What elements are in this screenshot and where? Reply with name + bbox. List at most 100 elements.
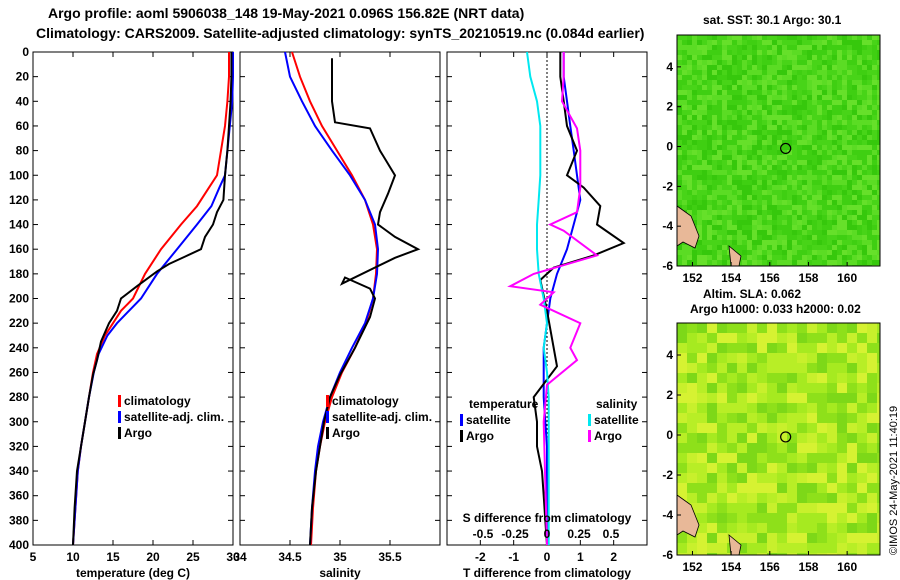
map-cell — [852, 235, 857, 240]
map-cell — [717, 463, 727, 473]
map-cell — [682, 65, 687, 70]
map-cell — [757, 423, 767, 433]
map-cell — [702, 150, 707, 155]
map-cell — [687, 493, 697, 503]
map-cell — [712, 225, 717, 230]
map-cell — [697, 70, 702, 75]
map-cell — [697, 40, 702, 45]
map-cell — [837, 95, 842, 100]
map-cell — [747, 353, 757, 363]
map-cell — [777, 403, 787, 413]
map-cell — [852, 55, 857, 60]
map-cell — [792, 70, 797, 75]
map-cell — [727, 200, 732, 205]
map-cell — [732, 80, 737, 85]
map-cell — [862, 135, 867, 140]
map-cell — [842, 35, 847, 40]
map-cell — [867, 533, 877, 543]
map-cell — [702, 240, 707, 245]
map-cell — [862, 230, 867, 235]
map-cell — [727, 85, 732, 90]
map-cell — [842, 170, 847, 175]
map-cell — [797, 90, 802, 95]
map-cell — [757, 553, 767, 555]
map-cell — [832, 250, 837, 255]
map-cell — [727, 373, 737, 383]
map-cell — [682, 55, 687, 60]
map-cell — [802, 260, 807, 265]
map-cell — [797, 250, 802, 255]
map-cell — [877, 190, 880, 195]
map-cell — [822, 205, 827, 210]
map-cell — [737, 145, 742, 150]
map-cell — [682, 60, 687, 65]
map-cell — [852, 180, 857, 185]
map-cell — [782, 95, 787, 100]
map-cell — [707, 40, 712, 45]
map-cell — [762, 40, 767, 45]
map-cell — [712, 130, 717, 135]
map-cell — [707, 155, 712, 160]
map-cell — [827, 255, 832, 260]
map-cell — [712, 50, 717, 55]
map-cell — [702, 220, 707, 225]
map-cell — [747, 225, 752, 230]
map-cell — [827, 393, 837, 403]
map-cell — [762, 140, 767, 145]
map-cell — [837, 413, 847, 423]
map-cell — [797, 323, 807, 333]
map-cell — [872, 255, 877, 260]
map-cell — [832, 60, 837, 65]
map-cell — [817, 323, 827, 333]
map-cell — [677, 135, 682, 140]
map-cell — [832, 165, 837, 170]
map-cell — [697, 205, 702, 210]
map-cell — [737, 120, 742, 125]
map-cell — [722, 135, 727, 140]
map-cell — [822, 245, 827, 250]
map-cell — [812, 230, 817, 235]
y-tick-label: 260 — [9, 365, 29, 379]
map-cell — [772, 60, 777, 65]
map-cell — [867, 165, 872, 170]
map-cell — [842, 165, 847, 170]
map-cell — [692, 95, 697, 100]
map-cell — [687, 413, 697, 423]
map-cell — [757, 255, 762, 260]
map-cell — [752, 185, 757, 190]
map-cell — [677, 35, 682, 40]
map-cell — [867, 145, 872, 150]
map-cell — [732, 65, 737, 70]
map-cell — [782, 140, 787, 145]
map-cell — [772, 120, 777, 125]
map-cell — [702, 80, 707, 85]
map-cell — [762, 120, 767, 125]
map-cell — [697, 75, 702, 80]
map-cell — [702, 55, 707, 60]
map-cell — [767, 215, 772, 220]
map-cell — [832, 135, 837, 140]
map-cell — [822, 175, 827, 180]
map-cell — [737, 80, 742, 85]
map-cell — [737, 543, 747, 553]
map-cell — [747, 125, 752, 130]
map-cell — [842, 215, 847, 220]
map-cell — [872, 250, 877, 255]
map-cell — [717, 403, 727, 413]
map-cell — [752, 40, 757, 45]
map-cell — [837, 100, 842, 105]
map-cell — [712, 230, 717, 235]
map-cell — [797, 65, 802, 70]
map-cell — [712, 145, 717, 150]
map-cell — [767, 190, 772, 195]
map-cell — [852, 220, 857, 225]
map-cell — [867, 255, 872, 260]
map-cell — [807, 35, 812, 40]
map-cell — [717, 65, 722, 70]
map-cell — [722, 35, 727, 40]
map-cell — [707, 503, 717, 513]
map-cell — [687, 155, 692, 160]
map-cell — [792, 170, 797, 175]
map-cell — [827, 155, 832, 160]
legend-label: Argo — [124, 426, 152, 440]
